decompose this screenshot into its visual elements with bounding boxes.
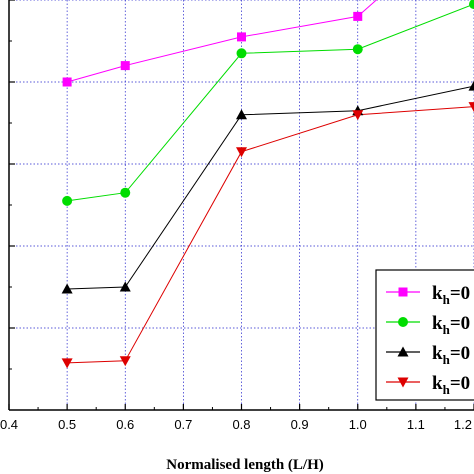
legend-entry-1: kh=0 [386,283,470,307]
data-point-series-2 [62,195,73,206]
legend-entry-3: kh=0 [386,343,470,367]
x-tick-label: 1.0 [349,417,367,432]
legend-marker [398,317,408,327]
data-point-series-4 [468,102,474,113]
legend-entry-2: kh=0 [386,313,470,337]
x-tick-label: 0.9 [291,417,309,432]
data-point-series-1 [120,61,130,71]
x-tick-label: 1.2 [454,417,472,432]
x-tick-labels: 0.4 0.5 0.6 0.7 0.8 0.9 1.0 1.1 1.2 [0,417,472,432]
data-point-series-4 [119,356,131,367]
legend-marker [397,346,409,357]
data-point-series-4 [61,358,73,369]
data-point-series-4 [236,147,247,158]
data-point-series-3 [236,109,247,120]
data-point-series-1 [237,32,246,42]
legend-entry-4: kh=0 [386,373,470,397]
legend-label: kh=0 [432,373,470,397]
x-axis-label: Normalised length (L/H) [166,457,324,473]
legend-label: kh=0 [432,283,470,307]
legend-label: kh=0 [432,313,470,337]
data-point-series-1 [62,77,72,87]
data-point-series-4 [352,110,364,121]
data-point-series-3 [61,283,73,294]
legend-marker [398,287,408,297]
data-point-series-1 [353,11,363,21]
series-line-2 [67,3,474,202]
data-point-series-3 [468,80,474,91]
data-point-series-3 [119,281,131,292]
data-point-series-2 [236,48,247,59]
x-tick-label: 0.6 [116,417,134,432]
axes [8,0,474,411]
grid-lines [9,0,474,410]
data-point-series-2 [469,0,474,10]
series-markers [61,0,474,369]
series-line-3 [67,85,474,290]
x-tick-label: 0.4 [0,417,18,432]
data-point-series-2 [352,44,363,55]
legend-label: kh=0 [432,343,470,367]
x-tick-label: 0.8 [232,417,250,432]
x-tick-label: 0.5 [58,417,76,432]
legend: kh=0 kh=0 kh=0 kh=0 [375,269,474,401]
x-tick-label: 0.7 [174,417,192,432]
x-tick-label: 1.1 [407,417,425,432]
legend-marker [397,377,409,388]
data-point-series-2 [120,187,131,198]
